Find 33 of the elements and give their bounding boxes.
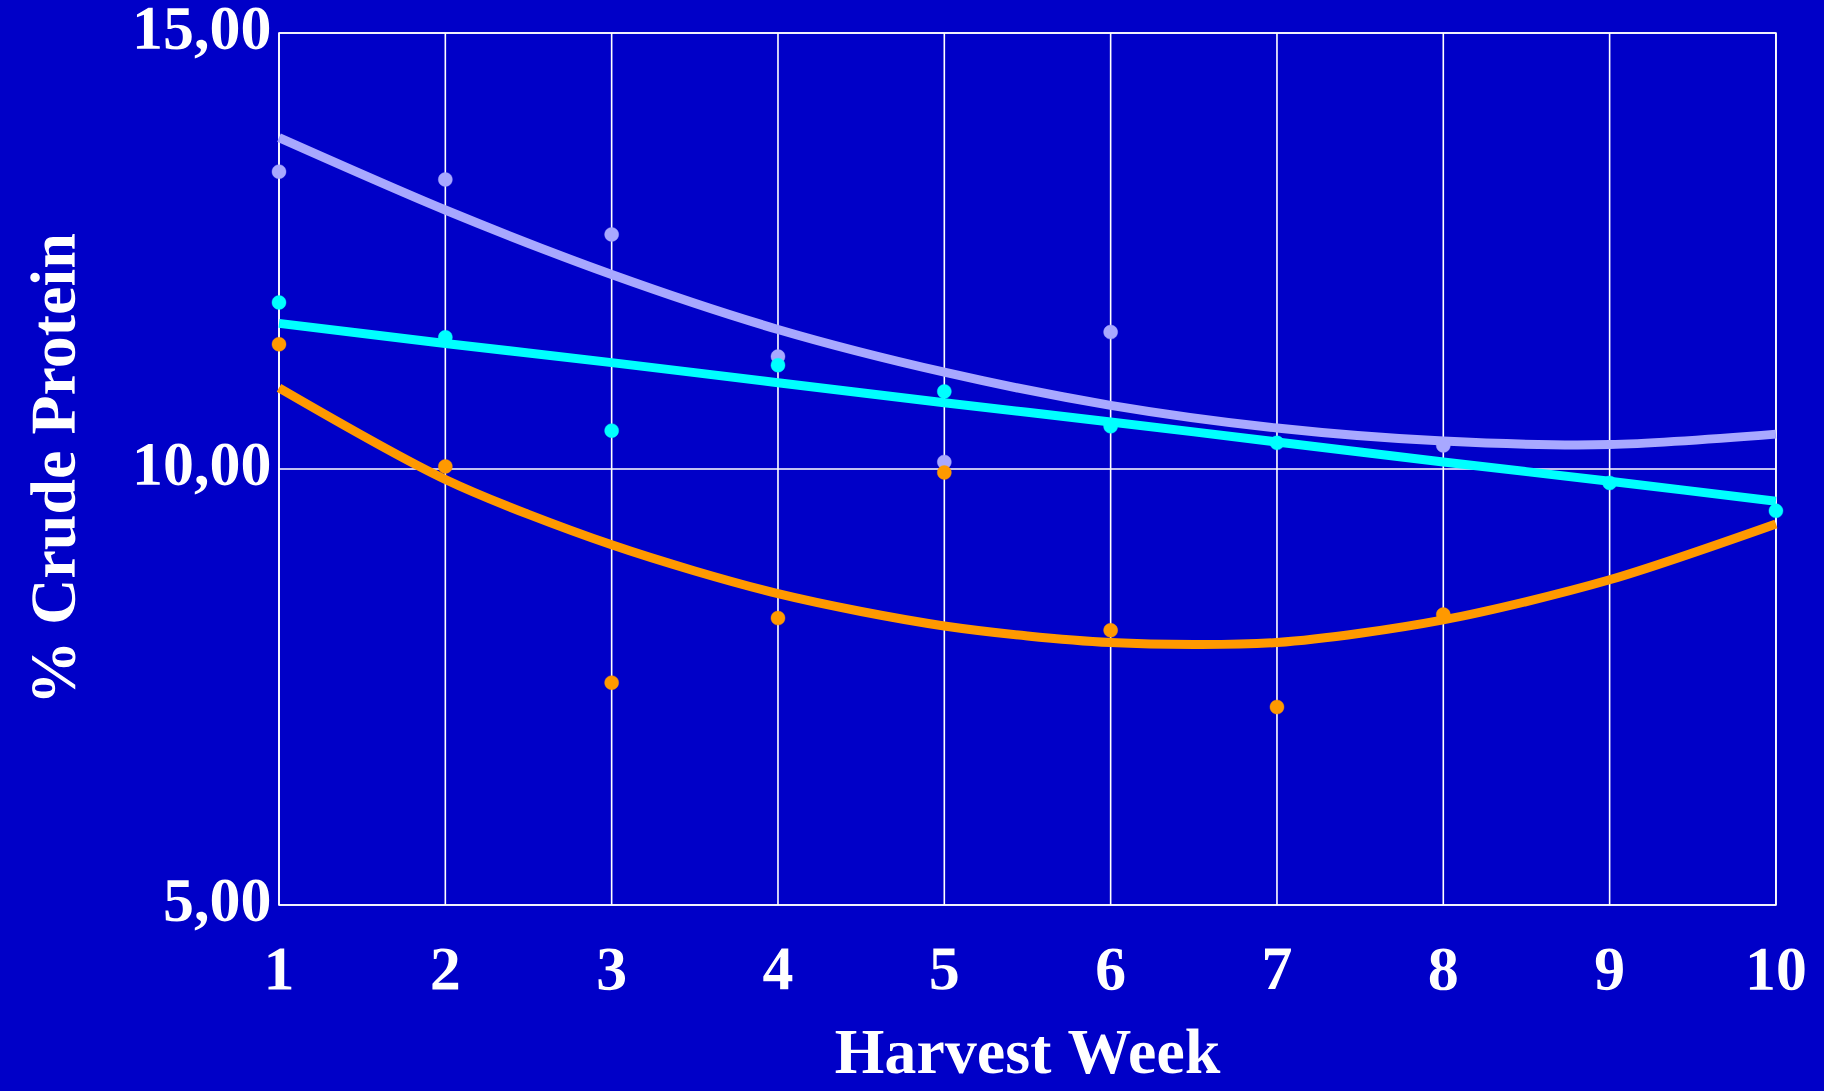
point bbox=[1269, 699, 1285, 715]
x-tick-label: 9 bbox=[1595, 948, 1623, 991]
y-tick-label: 5,00 bbox=[165, 879, 270, 931]
point bbox=[604, 227, 619, 242]
point bbox=[438, 459, 453, 474]
x-tick-label: 10 bbox=[1749, 948, 1805, 991]
point bbox=[271, 295, 287, 310]
point bbox=[770, 358, 786, 373]
point bbox=[1768, 503, 1784, 519]
x-tick-label: 5 bbox=[931, 948, 958, 990]
point bbox=[1602, 475, 1617, 491]
x-tick-label: 4 bbox=[763, 948, 793, 990]
y-tick-label: 10,00 bbox=[136, 443, 270, 495]
point bbox=[1103, 623, 1118, 638]
point bbox=[604, 675, 619, 690]
y-tick-label: 15,00 bbox=[136, 7, 270, 59]
x-tick-label: 6 bbox=[1097, 948, 1125, 991]
point bbox=[271, 337, 287, 352]
point bbox=[1269, 435, 1285, 451]
x-tick-label: 1 bbox=[268, 948, 292, 990]
point bbox=[604, 423, 619, 438]
point bbox=[1103, 324, 1118, 340]
point bbox=[937, 384, 952, 399]
x-axis-title: Harvest Week bbox=[835, 1028, 1221, 1074]
point bbox=[271, 164, 287, 179]
x-tick-label: 8 bbox=[1429, 948, 1457, 991]
x-tick-label: 2 bbox=[432, 948, 459, 990]
y-axis-title: % Crude Protein bbox=[30, 234, 76, 699]
x-tick-label: 3 bbox=[598, 948, 626, 991]
point bbox=[770, 610, 786, 626]
point bbox=[937, 465, 952, 480]
point bbox=[438, 172, 453, 187]
x-tick-label: 7 bbox=[1265, 948, 1291, 990]
